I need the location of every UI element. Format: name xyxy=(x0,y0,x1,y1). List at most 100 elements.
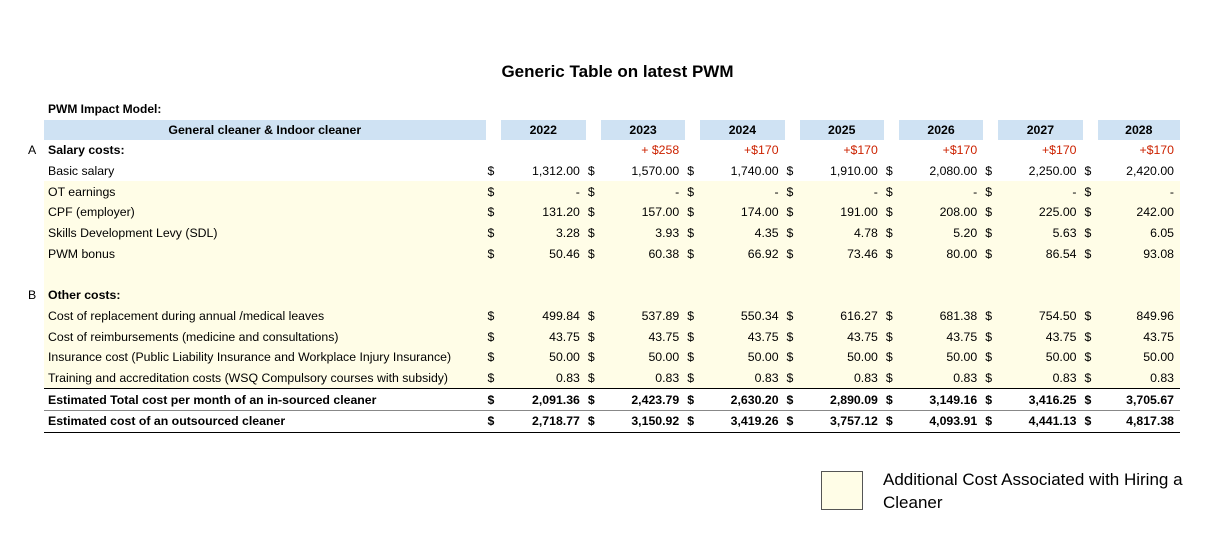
value-cell: 4,817.38 xyxy=(1097,409,1180,433)
value-cell: 499.84 xyxy=(500,305,586,327)
empty-cell xyxy=(700,264,785,285)
section-a-row: A Salary costs: + $258 +$170 +$170 +$170 +$170… xyxy=(28,140,1180,161)
header-gap-cell xyxy=(685,120,701,140)
section-letter: B xyxy=(28,287,37,302)
empty-cell xyxy=(883,264,899,285)
empty-cell xyxy=(799,284,884,306)
currency-symbol: $ xyxy=(983,305,999,327)
currency-symbol: $ xyxy=(883,346,899,368)
empty-cell xyxy=(685,264,701,285)
currency-symbol: $ xyxy=(784,346,800,368)
empty-cell xyxy=(500,264,586,285)
currency-symbol: $ xyxy=(1082,346,1098,368)
currency-symbol: $ xyxy=(983,409,999,433)
currency-symbol: $ xyxy=(585,388,601,411)
header-gap-cell xyxy=(485,120,501,140)
currency-symbol: $ xyxy=(784,181,800,203)
other-cost-row: Cost of replacement during annual /medic… xyxy=(44,305,1180,327)
currency-symbol: $ xyxy=(485,202,501,223)
salary-row: Skills Development Levy (SDL) $3.28 $3.93 $… xyxy=(44,222,1180,244)
empty-cell xyxy=(486,140,501,161)
empty-cell xyxy=(1083,140,1098,161)
value-cell: 4,093.91 xyxy=(898,409,984,433)
empty-cell xyxy=(1097,264,1180,285)
currency-symbol: $ xyxy=(883,305,899,327)
currency-symbol: $ xyxy=(883,326,899,347)
total-insourced-row: Estimated Total cost per month of an in-… xyxy=(44,388,1180,411)
section-label: Other costs: xyxy=(48,288,121,303)
header-gap-cell xyxy=(983,120,999,140)
value-cell: 43.75 xyxy=(998,326,1083,347)
value-cell: 2,250.00 xyxy=(1028,164,1077,179)
section-b-row: B Other costs: xyxy=(28,284,1180,306)
row-label: Training and accreditation costs (WSQ Co… xyxy=(44,367,486,389)
header-gap-cell xyxy=(1082,120,1098,140)
row-label: CPF (employer) xyxy=(44,202,486,223)
currency-symbol: $ xyxy=(784,409,800,433)
section-letter: A xyxy=(28,143,37,157)
value-cell: 2,423.79 xyxy=(600,388,686,411)
empty-cell xyxy=(785,140,800,161)
empty-cell xyxy=(485,264,501,285)
spacer-row xyxy=(44,264,1180,285)
currency-symbol: $ xyxy=(983,181,999,203)
currency-symbol: $ xyxy=(883,367,899,389)
currency-symbol: $ xyxy=(685,181,701,203)
increment-note: + $258 xyxy=(641,143,680,158)
currency-symbol: $ xyxy=(485,326,501,347)
value-cell: 3,149.16 xyxy=(898,388,984,411)
section-a-label-cell: A Salary costs: xyxy=(28,140,486,161)
value-cell: 2,091.36 xyxy=(500,388,586,411)
empty-cell xyxy=(585,284,601,306)
year-header: 2025 xyxy=(799,120,884,140)
currency-symbol: $ xyxy=(1082,181,1098,203)
currency-symbol: $ xyxy=(983,388,999,411)
currency-symbol: $ xyxy=(685,409,701,433)
currency-symbol: $ xyxy=(784,222,800,244)
increment-note: +$170 xyxy=(942,143,978,158)
currency-symbol: $ xyxy=(1082,222,1098,244)
empty-cell xyxy=(998,284,1083,306)
currency-symbol: $ xyxy=(1082,367,1098,389)
value-cell: 4,441.13 xyxy=(998,409,1083,433)
currency-symbol: $ xyxy=(1084,164,1092,179)
currency-symbol: $ xyxy=(985,164,993,179)
currency-symbol: $ xyxy=(784,202,800,223)
legend-text: Additional Cost Associated with Hiring a… xyxy=(883,470,1183,512)
currency-symbol: $ xyxy=(585,202,601,223)
value-cell: 157.00 xyxy=(600,202,686,223)
row-label: Cost of replacement during annual /medic… xyxy=(44,305,486,327)
currency-symbol: $ xyxy=(585,181,601,203)
value-cell: 43.75 xyxy=(1097,326,1180,347)
value-cell: 50.00 xyxy=(700,346,785,368)
currency-symbol: $ xyxy=(685,388,701,411)
value-cell: 131.20 xyxy=(500,202,586,223)
header-gap-cell xyxy=(585,120,601,140)
value-cell: 2,890.09 xyxy=(799,388,884,411)
empty-cell xyxy=(585,264,601,285)
year-header: 2023 xyxy=(600,120,686,140)
currency-symbol: $ xyxy=(685,346,701,368)
currency-symbol: $ xyxy=(1082,409,1098,433)
value-cell: 80.00 xyxy=(898,243,984,265)
value-cell: 3,757.12 xyxy=(799,409,884,433)
currency-symbol: $ xyxy=(485,305,501,327)
currency-symbol: $ xyxy=(883,388,899,411)
row-label: Cost of reimbursements (medicine and con… xyxy=(44,326,486,347)
row-label: Insurance cost (Public Liability Insuran… xyxy=(44,346,486,368)
currency-symbol: $ xyxy=(784,388,800,411)
currency-symbol: $ xyxy=(1082,388,1098,411)
empty-cell xyxy=(983,140,998,161)
value-cell: 50.00 xyxy=(1097,346,1180,368)
header-gap-cell xyxy=(883,120,899,140)
currency-symbol: $ xyxy=(983,243,999,265)
currency-symbol: $ xyxy=(784,305,800,327)
total-outsourced-row: Estimated cost of an outsourced cleaner $… xyxy=(44,409,1180,433)
header-row: General cleaner & Indoor cleaner 2022 2023… xyxy=(44,120,1180,140)
currency-symbol: $ xyxy=(687,164,695,179)
value-cell: - xyxy=(500,181,586,203)
currency-symbol: $ xyxy=(1082,326,1098,347)
empty-cell xyxy=(898,264,984,285)
currency-symbol: $ xyxy=(983,222,999,244)
increment-note: +$170 xyxy=(843,143,878,158)
